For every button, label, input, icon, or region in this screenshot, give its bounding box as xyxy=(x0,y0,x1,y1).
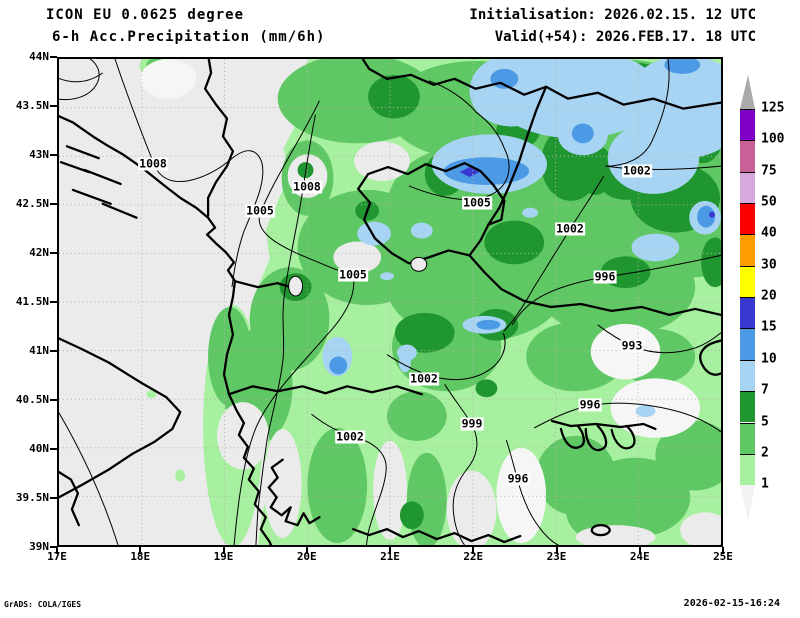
legend-threshold-label: 30 xyxy=(761,257,777,273)
legend-color-segment xyxy=(740,453,755,486)
legend-color-segment xyxy=(740,422,755,454)
lon-tick-mark xyxy=(305,547,308,554)
precipitation-map xyxy=(59,59,721,545)
lat-tick-mark xyxy=(50,448,57,450)
lon-tick-label: 18E xyxy=(130,550,151,563)
legend-threshold-label: 125 xyxy=(761,100,785,116)
legend-color-segment xyxy=(740,359,755,392)
lon-tick-mark xyxy=(389,547,391,554)
legend-color-segment xyxy=(740,140,755,172)
lon-tick-label: 23E xyxy=(546,550,567,563)
lat-tick-mark xyxy=(50,546,57,548)
lat-tick-mark xyxy=(50,399,57,401)
lon-tick-mark xyxy=(472,547,475,554)
legend-threshold-label: 75 xyxy=(761,162,777,178)
lat-tick-mark xyxy=(50,203,57,205)
legend-threshold-label: 20 xyxy=(761,288,777,304)
product-title: 6-h Acc.Precipitation (mm/6h) xyxy=(52,29,326,45)
lat-tick-label: 42.5N xyxy=(15,197,49,210)
lon-tick-mark xyxy=(139,547,142,554)
legend-threshold-label: 15 xyxy=(761,319,777,335)
lon-tick-label: 25E xyxy=(713,550,733,563)
isobar-value-label: 1002 xyxy=(555,221,585,236)
lat-tick-mark xyxy=(50,105,57,107)
legend-color-segment xyxy=(740,265,755,298)
lon-tick-mark xyxy=(722,547,724,554)
lat-tick-label: 41.5N xyxy=(15,295,49,308)
isobar-value-label: 996 xyxy=(506,471,530,486)
valid-time: Valid(+54): 2026.FEB.17. 18 UTC xyxy=(494,29,756,45)
legend-threshold-label: 1 xyxy=(761,476,769,492)
model-title: ICON EU 0.0625 degree xyxy=(46,7,245,23)
isobar-value-label: 999 xyxy=(460,416,484,431)
legend-color-segment xyxy=(740,328,755,360)
lat-tick-mark xyxy=(50,350,57,352)
isobar-value-label: 996 xyxy=(578,397,602,412)
lat-tick-mark xyxy=(50,154,57,156)
lon-tick-label: 24E xyxy=(629,550,650,563)
lat-tick-label: 40.5N xyxy=(15,393,49,406)
legend-arrow-up xyxy=(740,75,755,109)
legend-color-segment xyxy=(740,203,755,235)
isobar-value-label: 1002 xyxy=(622,163,652,178)
legend-threshold-label: 40 xyxy=(761,225,777,241)
isobar-value-label: 1002 xyxy=(409,371,439,386)
coastlines-and-borders xyxy=(59,59,721,545)
lat-tick-mark xyxy=(50,497,57,499)
lat-tick-mark xyxy=(50,56,57,58)
legend-threshold-label: 2 xyxy=(761,445,769,461)
grads-credit: GrADS: COLA/IGES xyxy=(4,600,82,609)
lon-tick-mark xyxy=(638,547,641,554)
isobar-value-label: 1005 xyxy=(462,195,492,210)
lat-tick-label: 39.5N xyxy=(15,491,49,504)
legend-threshold-label: 5 xyxy=(761,413,769,429)
initialisation-time: Initialisation: 2026.02.15. 12 UTC xyxy=(469,7,756,23)
lon-tick-label: 20E xyxy=(296,550,317,563)
creation-timestamp: 2026-02-15-16:24 xyxy=(683,598,780,609)
lon-tick-label: 22E xyxy=(463,550,484,563)
lake-outline xyxy=(288,275,304,297)
isobar-value-label: 1005 xyxy=(338,267,368,282)
legend-threshold-label: 50 xyxy=(761,194,777,210)
lon-tick-label: 19E xyxy=(213,550,234,563)
isobar-value-label: 1008 xyxy=(138,156,168,171)
legend-color-segment xyxy=(740,297,755,329)
lat-tick-label: 40N xyxy=(29,442,49,455)
lon-tick-mark xyxy=(222,547,225,554)
lat-tick-label: 42N xyxy=(29,246,49,259)
precip-indigo-layer xyxy=(459,167,716,218)
lon-tick-label: 21E xyxy=(380,550,400,563)
legend-color-segment xyxy=(740,109,755,141)
lake-outline xyxy=(410,256,428,272)
lon-tick-label: 17E xyxy=(47,550,67,563)
legend-arrow-down xyxy=(740,485,755,522)
legend-threshold-label: 10 xyxy=(761,351,777,367)
legend-threshold-label: 7 xyxy=(761,382,769,398)
isobar-value-label: 1005 xyxy=(245,203,275,218)
lat-tick-label: 41N xyxy=(29,344,49,357)
isobar-value-label: 996 xyxy=(593,269,617,284)
graticule xyxy=(59,59,721,545)
isobar-value-label: 1002 xyxy=(335,429,365,444)
lon-tick-mark xyxy=(56,547,58,554)
lat-tick-label: 43N xyxy=(29,148,49,161)
lat-tick-label: 43.5N xyxy=(15,99,49,112)
legend-color-segment xyxy=(740,234,755,266)
legend-threshold-label: 100 xyxy=(761,131,785,147)
legend-color-segment xyxy=(740,391,755,423)
lat-tick-label: 44N xyxy=(29,50,49,63)
lat-tick-mark xyxy=(50,252,57,254)
isobar-value-label: 1008 xyxy=(292,179,322,194)
isobar-value-label: 993 xyxy=(620,338,644,353)
lon-tick-mark xyxy=(555,547,558,554)
lat-tick-mark xyxy=(50,301,57,303)
lat-tick-label: 39N xyxy=(29,540,49,553)
map-plot-area xyxy=(57,57,723,547)
legend-color-segment xyxy=(740,171,755,204)
